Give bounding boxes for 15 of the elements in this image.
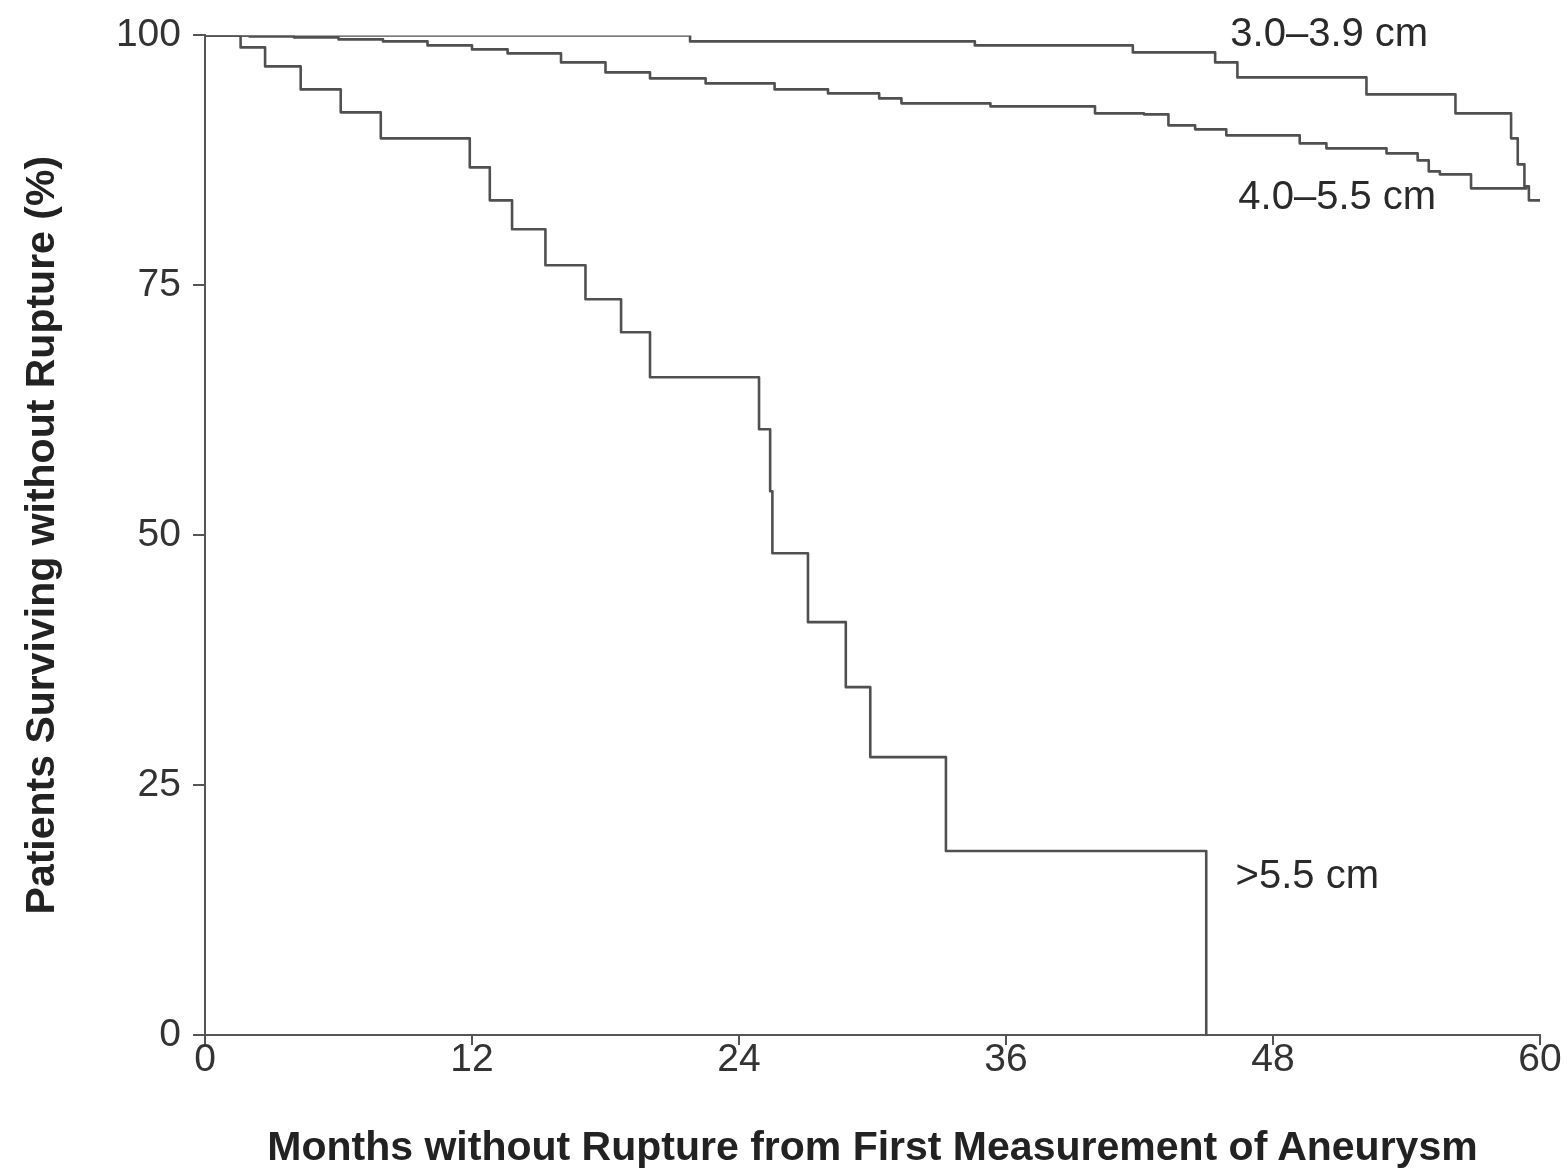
x-axis-title: Months without Rupture from First Measurement of Aneurysm <box>267 1122 1478 1169</box>
series-label: 4.0–5.5 cm <box>1238 173 1437 218</box>
x-tick-label: 48 <box>1251 1036 1295 1080</box>
y-tick-label: 100 <box>115 11 181 55</box>
y-tick-label: 50 <box>137 510 181 554</box>
x-tick-label: 24 <box>717 1036 761 1080</box>
y-axis-title: Patients Surviving without Rupture (%) <box>16 155 63 915</box>
x-tick-label: 12 <box>450 1036 494 1080</box>
x-tick-label: 36 <box>984 1036 1028 1080</box>
series-label: 3.0–3.9 cm <box>1230 10 1429 55</box>
y-tick-label: 75 <box>137 261 181 305</box>
x-tick-label: 60 <box>1518 1036 1562 1080</box>
series-label: >5.5 cm <box>1235 852 1380 897</box>
x-tick-label: 0 <box>194 1036 216 1080</box>
y-tick-label: 25 <box>137 760 181 804</box>
